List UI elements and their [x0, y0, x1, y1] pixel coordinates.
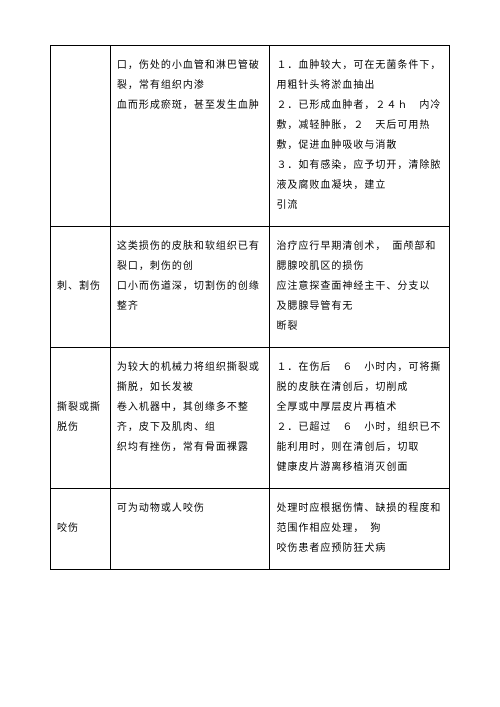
injury-description-cell: 这类损伤的皮肤和软组织已有裂口，刺伤的创口小而伤道深，切割伤的创缘整齐 — [110, 227, 270, 348]
injury-type-cell — [51, 46, 111, 227]
injury-treatment-cell: 治疗应行早期清创术， 面颅部和腮腺咬肌区的损伤应注意探查面神经主干、分支以及腮腺… — [270, 227, 450, 348]
injury-table: 口，伤处的小血管和淋巴管破裂，常有组织内渗血而形成瘀斑，甚至发生血肿 １．血肿较… — [50, 45, 450, 570]
injury-description-cell: 可为动物或人咬伤 — [110, 489, 270, 570]
table-body: 口，伤处的小血管和淋巴管破裂，常有组织内渗血而形成瘀斑，甚至发生血肿 １．血肿较… — [51, 46, 450, 570]
injury-type-cell: 咬伤 — [51, 489, 111, 570]
table-row: 刺、割伤 这类损伤的皮肤和软组织已有裂口，刺伤的创口小而伤道深，切割伤的创缘整齐… — [51, 227, 450, 348]
injury-description-cell: 口，伤处的小血管和淋巴管破裂，常有组织内渗血而形成瘀斑，甚至发生血肿 — [110, 46, 270, 227]
injury-description-cell: 为较大的机械力将组织撕裂或撕脱，如长发被卷入机器中，其创缘多不整齐，皮下及肌肉、… — [110, 348, 270, 489]
injury-type-cell: 刺、割伤 — [51, 227, 111, 348]
injury-type-cell: 撕裂或撕脱伤 — [51, 348, 111, 489]
table-row: 撕裂或撕脱伤 为较大的机械力将组织撕裂或撕脱，如长发被卷入机器中，其创缘多不整齐… — [51, 348, 450, 489]
injury-treatment-cell: 处理时应根据伤情、缺损的程度和范围作相应处理， 狗咬伤患者应预防狂犬病 — [270, 489, 450, 570]
injury-treatment-cell: １．在伤后 ６ 小时内，可将撕脱的皮肤在清创后，切削成全厚或中厚层皮片再植术２．… — [270, 348, 450, 489]
table-row: 咬伤 可为动物或人咬伤 处理时应根据伤情、缺损的程度和范围作相应处理， 狗咬伤患… — [51, 489, 450, 570]
injury-treatment-cell: １．血肿较大，可在无菌条件下，用粗针头将淤血抽出２．已形成血肿者，２４ｈ 内冷敷… — [270, 46, 450, 227]
table-row: 口，伤处的小血管和淋巴管破裂，常有组织内渗血而形成瘀斑，甚至发生血肿 １．血肿较… — [51, 46, 450, 227]
